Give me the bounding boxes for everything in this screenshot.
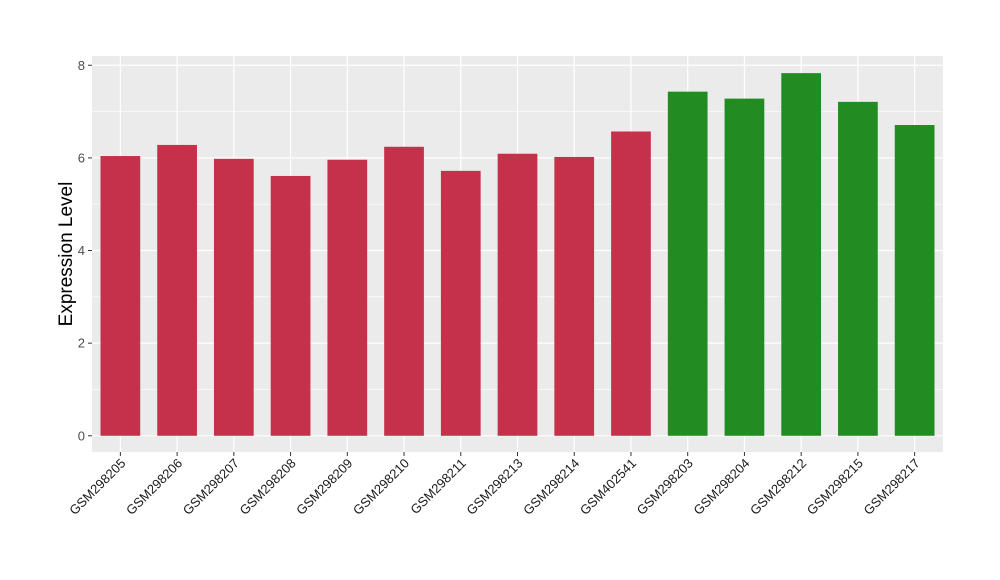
x-tick-label: GSM402541 (577, 456, 639, 518)
bar-GSM298205 (100, 156, 141, 436)
x-tick-label: GSM298203 (634, 456, 696, 518)
bar-GSM298217 (894, 125, 935, 436)
bar-GSM298207 (213, 158, 254, 436)
x-tick-label: GSM298215 (804, 456, 866, 518)
y-tick-label: 6 (78, 150, 85, 165)
bar-GSM298212 (781, 73, 822, 436)
x-tick-label: GSM298206 (123, 456, 185, 518)
x-tick-label: GSM298214 (520, 456, 582, 518)
bar-GSM298208 (270, 175, 311, 436)
x-tick-label: GSM298205 (66, 456, 128, 518)
x-tick-label: GSM298211 (407, 456, 469, 518)
bar-GSM298203 (667, 91, 708, 436)
y-axis: 0 2 4 6 8 (78, 58, 92, 443)
x-tick-label: GSM298210 (350, 456, 412, 518)
bar-GSM298206 (157, 144, 197, 436)
y-tick-label: 4 (78, 243, 85, 258)
bar-GSM402541 (611, 131, 651, 436)
bar-GSM298213 (497, 153, 538, 436)
bar-GSM298210 (384, 146, 424, 436)
bar-GSM298204 (724, 98, 765, 436)
y-tick-label: 2 (78, 336, 85, 351)
x-tick-label: GSM298209 (293, 456, 355, 518)
y-axis-title: Expression Level (56, 182, 77, 327)
bar-GSM298211 (440, 170, 481, 436)
x-tick-label: GSM298213 (463, 456, 525, 518)
x-tick-label: GSM298208 (236, 456, 298, 518)
x-tick-label: GSM298217 (861, 456, 923, 518)
bars (100, 73, 935, 436)
x-axis: GSM298205GSM298206GSM298207GSM298208GSM2… (66, 452, 923, 518)
bar-GSM298215 (838, 101, 878, 436)
x-tick-label: GSM298212 (747, 456, 809, 518)
y-tick-label: 0 (78, 428, 85, 443)
y-tick-label: 8 (78, 58, 85, 73)
bar-GSM298214 (554, 156, 595, 436)
bar-GSM298209 (327, 159, 368, 436)
x-tick-label: GSM298207 (180, 456, 242, 518)
x-tick-label: GSM298204 (690, 456, 752, 518)
